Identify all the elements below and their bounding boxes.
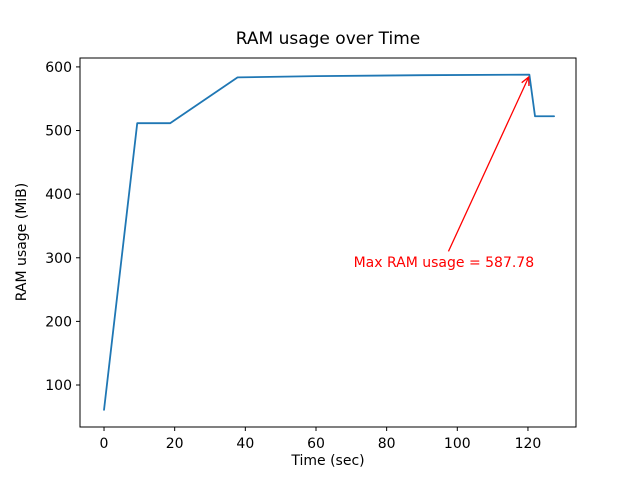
x-tick-label: 20 bbox=[166, 436, 184, 452]
x-tick-label: 0 bbox=[100, 436, 109, 452]
chart-title: RAM usage over Time bbox=[235, 29, 421, 49]
plot-spines bbox=[79, 57, 577, 428]
annotation-arrow bbox=[447, 75, 530, 252]
x-axis-label: Time (sec) bbox=[291, 453, 365, 469]
y-tick-label: 500 bbox=[45, 124, 72, 140]
y-tick-label: 100 bbox=[45, 378, 72, 394]
x-tick-label: 120 bbox=[515, 436, 542, 452]
x-tick-label: 80 bbox=[378, 436, 396, 452]
y-tick-label: 200 bbox=[45, 314, 72, 330]
y-axis-ticks: 100 200 300 400 500 600 bbox=[45, 60, 80, 394]
y-tick-label: 400 bbox=[45, 187, 72, 203]
x-tick-label: 60 bbox=[307, 436, 325, 452]
max-ram-annotation: Max RAM usage = 587.78 bbox=[353, 254, 535, 271]
y-tick-label: 600 bbox=[45, 60, 72, 76]
ram-usage-line bbox=[103, 73, 555, 411]
x-axis-ticks: 0 20 40 60 80 100 120 bbox=[100, 427, 542, 452]
x-tick-label: 40 bbox=[236, 436, 254, 452]
y-tick-label: 300 bbox=[45, 251, 72, 267]
y-axis-label: RAM usage (MiB) bbox=[14, 182, 30, 302]
x-tick-label: 100 bbox=[444, 436, 471, 452]
